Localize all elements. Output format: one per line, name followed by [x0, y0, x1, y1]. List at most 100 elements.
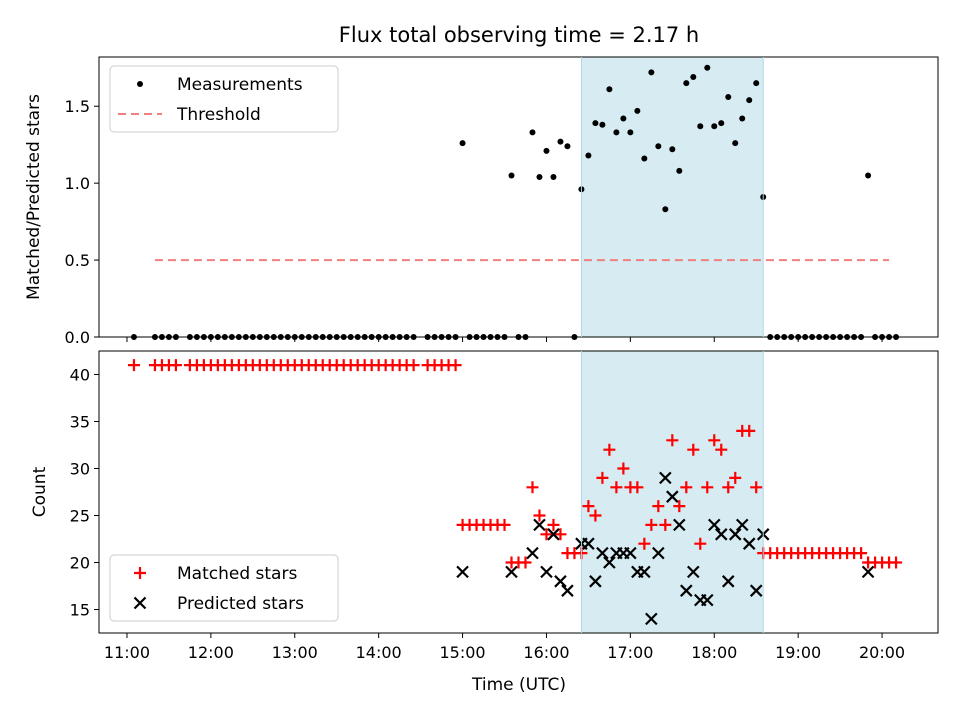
data-point [519, 556, 532, 569]
y-tick-label: 0.0 [65, 328, 90, 347]
bottom-panel-frame [98, 350, 939, 634]
data-point [648, 69, 655, 76]
data-point [596, 546, 609, 560]
legend-box [109, 65, 339, 133]
data-point [708, 434, 721, 447]
data-point [728, 528, 742, 541]
legend-swatch [137, 81, 143, 87]
data-point [592, 120, 599, 127]
data-point [673, 518, 686, 532]
bottom-panel-y-ticks: 15 20 25 30 35 40 [70, 366, 99, 620]
data-point [533, 518, 546, 532]
data-point [585, 152, 592, 159]
legend-label: Measurements [177, 75, 303, 95]
legend-box [109, 554, 339, 622]
data-point [547, 528, 560, 541]
data-point [620, 115, 627, 122]
data-point [624, 546, 637, 560]
data-point [739, 115, 746, 122]
data-point [676, 167, 683, 174]
x-tick-label: 14:00 [356, 643, 402, 662]
data-point [711, 123, 718, 130]
y-tick-label: 0.5 [65, 251, 90, 270]
data-point [690, 74, 697, 80]
y-tick-label: 35 [70, 413, 90, 432]
top-panel-frame [98, 56, 939, 338]
data-point [456, 565, 469, 579]
data-point [561, 584, 574, 597]
y-tick-label: 1.0 [65, 174, 90, 193]
data-point [722, 481, 735, 494]
data-point [589, 509, 602, 522]
data-point [680, 584, 693, 597]
series-matched-stars [127, 359, 903, 569]
x-tick-label: 13:00 [272, 643, 318, 662]
x-tick-label: 11:00 [104, 643, 150, 662]
data-point [606, 86, 613, 93]
data-point [680, 481, 693, 494]
data-point [659, 471, 672, 485]
data-point [700, 593, 714, 607]
data-point [714, 528, 728, 541]
data-point [617, 462, 630, 475]
data-point [627, 129, 634, 136]
data-point [603, 443, 616, 456]
x-axis-label: Time (UTC) [471, 675, 566, 695]
data-point [750, 481, 763, 494]
y-tick-label: 20 [70, 554, 90, 573]
legend-swatch [133, 596, 147, 610]
x-tick-label: 19:00 [775, 643, 821, 662]
bottom-legend: Matched stars Predicted stars [109, 554, 339, 622]
data-point [540, 565, 553, 579]
legend-label: Matched stars [177, 564, 297, 584]
data-point [589, 575, 602, 588]
data-point [861, 565, 875, 579]
data-point [543, 147, 550, 154]
data-point [683, 80, 690, 87]
data-point [638, 537, 651, 550]
data-point [540, 528, 553, 541]
data-point [652, 500, 665, 513]
data-point [707, 518, 721, 532]
data-point [662, 206, 669, 213]
data-point [666, 490, 679, 503]
data-point [498, 518, 511, 531]
data-point [533, 509, 546, 522]
data-point [694, 537, 707, 550]
data-point [715, 443, 728, 456]
data-point [697, 123, 704, 130]
data-point [687, 443, 700, 456]
data-point [547, 518, 560, 531]
data-point [634, 107, 641, 114]
x-tick-label: 12:00 [188, 643, 234, 662]
top-panel: 0.0 0.5 1.0 1.5 Matched/Predicted stars Mea… [24, 56, 939, 347]
data-point [645, 518, 658, 531]
data-point [582, 537, 595, 550]
data-point [704, 64, 711, 71]
data-point [855, 547, 868, 560]
data-point [550, 174, 557, 180]
bottom-panel: 15 20 25 30 35 40 11:00 12:00 13:00 14:00 15:00 16… [30, 350, 939, 662]
data-point [407, 359, 420, 372]
data-point [749, 584, 763, 597]
data-point [865, 172, 872, 179]
observing-span-bottom [581, 351, 764, 633]
data-point [687, 565, 700, 579]
y-tick-label: 15 [70, 601, 90, 620]
data-point [729, 471, 742, 484]
data-point [718, 120, 725, 127]
x-tick-label: 20:00 [859, 643, 905, 662]
data-point [169, 359, 182, 372]
data-point [459, 140, 466, 147]
bottom-y-axis-label: Count [30, 466, 50, 517]
data-point [554, 575, 567, 588]
data-point [721, 575, 735, 588]
y-tick-label: 25 [70, 507, 90, 526]
data-point [554, 528, 567, 541]
data-point [746, 97, 753, 104]
top-legend: Measurements Threshold [109, 65, 339, 133]
data-point [669, 146, 676, 153]
top-y-axis-label: Matched/Predicted stars [24, 94, 44, 300]
data-point [743, 424, 756, 437]
